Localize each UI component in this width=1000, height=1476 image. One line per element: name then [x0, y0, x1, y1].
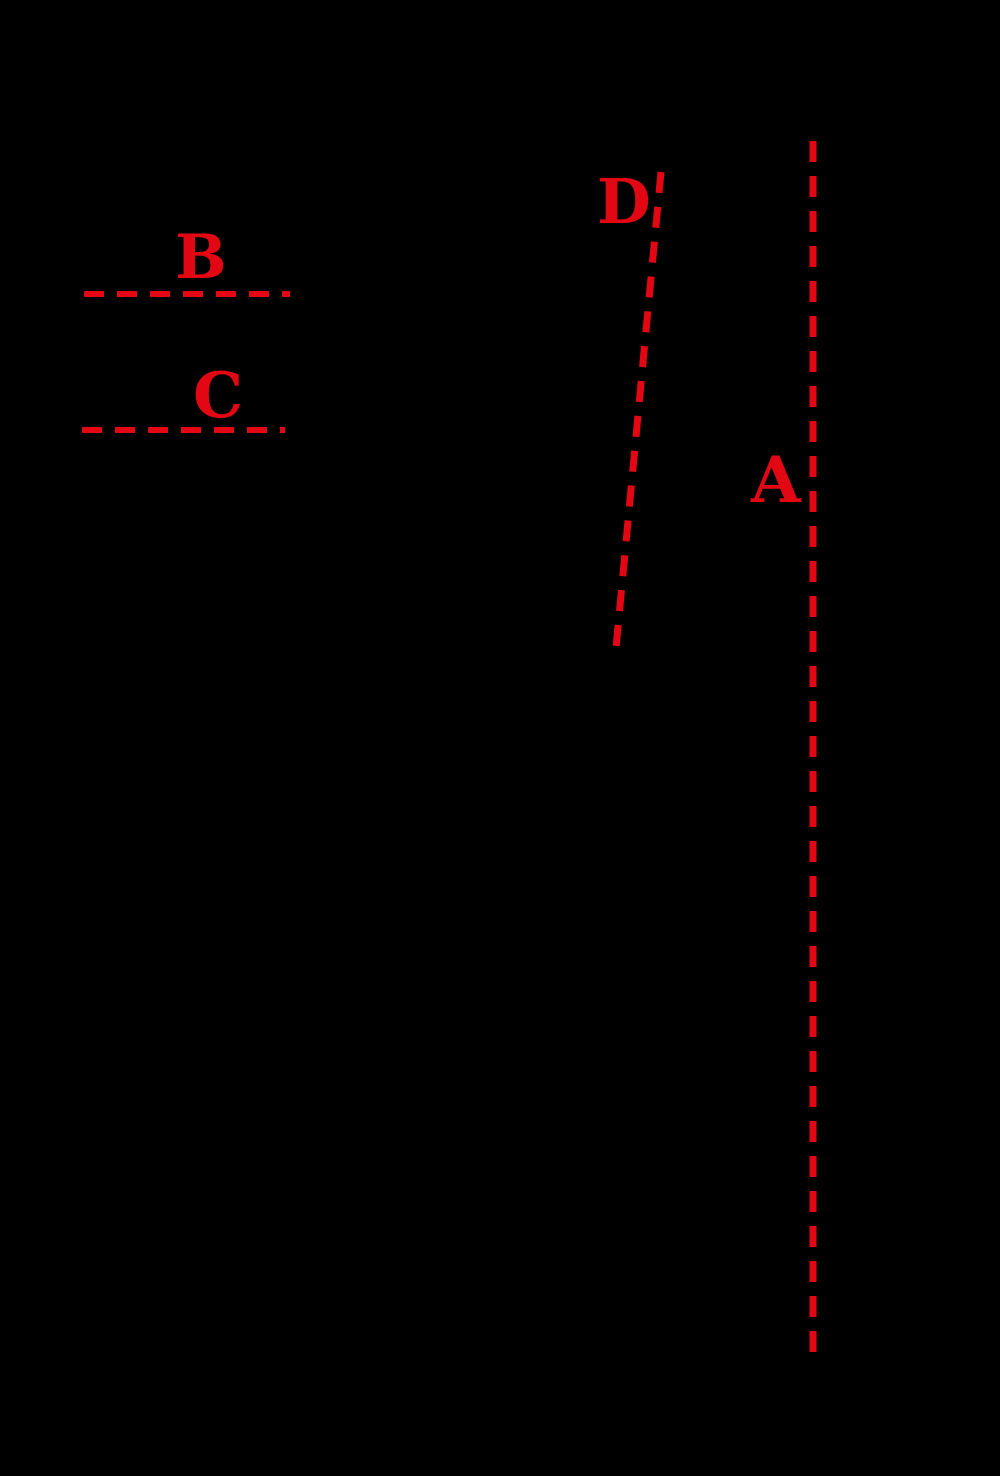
line-d — [612, 171, 665, 649]
label-d: D — [597, 165, 651, 238]
label-b: B — [175, 222, 227, 293]
label-c: C — [193, 358, 244, 432]
label-a: A — [751, 443, 801, 518]
